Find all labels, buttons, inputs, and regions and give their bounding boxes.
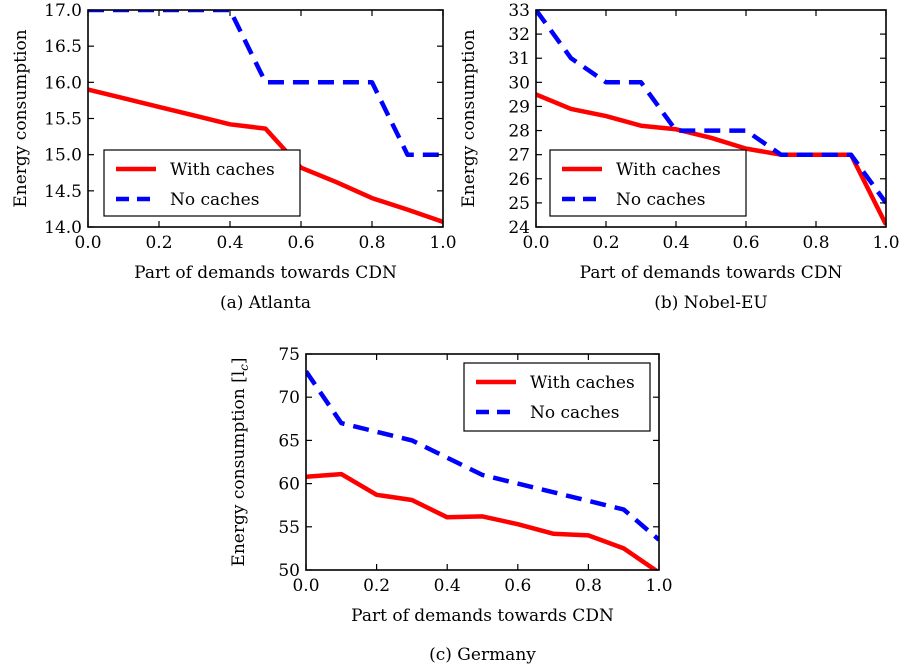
y-tick-label: 14.0	[44, 218, 82, 238]
y-axis-label: Energy consumption [lc]	[229, 357, 251, 566]
chart-caption: (b) Nobel-EU	[654, 293, 768, 313]
series-line-with-caches	[88, 87, 443, 225]
x-tick-label: 0.2	[592, 233, 619, 253]
y-tick-label: 25	[508, 194, 530, 214]
series-line-no-caches	[536, 10, 886, 205]
x-axis-label: Part of demands towards CDN	[351, 606, 614, 626]
x-tick-label: 0.6	[287, 233, 314, 253]
y-tick-label: 27	[508, 146, 530, 166]
chart-caption: (c) Germany	[429, 645, 536, 665]
legend-box	[549, 149, 747, 217]
y-tick-label: 24	[508, 218, 530, 238]
x-tick-label: 0.2	[145, 233, 172, 253]
plot-frame	[305, 353, 660, 571]
y-tick-label: 55	[278, 518, 300, 538]
chart-panel-1: 0.0 0.2 0.4 0.6 0.8 1.0 14.0 14.5 15.0 15.5 16.0 16…	[11, 1, 457, 313]
legend-label: No caches	[170, 190, 259, 210]
y-tick-label: 75	[278, 345, 300, 365]
y-tick-label: 31	[508, 49, 530, 69]
x-tick-label: 0.0	[292, 576, 319, 596]
x-axis-label: Part of demands towards CDN	[134, 263, 397, 283]
x-tick-label: 1.0	[429, 233, 456, 253]
y-tick-label: 15.0	[44, 146, 82, 166]
chart-caption: (a) Atlanta	[220, 293, 311, 313]
y-tick-label: 50	[278, 561, 300, 581]
series-line-no-caches	[306, 370, 659, 542]
y-tick-label: 65	[278, 431, 300, 451]
legend: With caches No caches	[463, 362, 651, 432]
x-tick-label: 0.4	[434, 576, 461, 596]
y-tick-label: 60	[278, 475, 300, 495]
x-axis-label: Part of demands towards CDN	[580, 263, 843, 283]
x-tick-label: 1.0	[872, 233, 899, 253]
x-tick-label: 0.8	[802, 233, 829, 253]
legend-label: With caches	[530, 373, 635, 393]
legend-label: With caches	[616, 160, 721, 180]
y-tick-label: 33	[508, 1, 530, 21]
legend-box	[463, 362, 651, 432]
legend-box	[103, 149, 301, 217]
x-tick-label: 0.2	[363, 576, 390, 596]
x-tick-label: 0.8	[575, 576, 602, 596]
y-tick-label: 28	[508, 122, 530, 142]
legend: With caches No caches	[103, 149, 301, 217]
legend-label: No caches	[530, 403, 619, 423]
y-axis-label: Energy consumption	[11, 29, 31, 207]
series-line-with-caches	[306, 471, 659, 570]
x-tick-label: 0.0	[522, 233, 549, 253]
y-tick-label: 30	[508, 73, 530, 93]
y-tick-label: 15.5	[44, 110, 82, 130]
legend-label: No caches	[616, 190, 705, 210]
x-tick-label: 0.8	[358, 233, 385, 253]
legend: With caches No caches	[549, 149, 747, 217]
x-tick-label: 0.6	[732, 233, 759, 253]
y-tick-label: 32	[508, 25, 530, 45]
legend-label: With caches	[170, 160, 275, 180]
x-tick-label: 0.4	[216, 233, 243, 253]
y-tick-label: 29	[508, 97, 530, 117]
x-tick-label: 0.6	[504, 576, 531, 596]
x-tick-label: 0.0	[74, 233, 101, 253]
y-axis-label: Energy consumption	[459, 29, 479, 207]
y-tick-label: 26	[508, 170, 530, 190]
y-tick-label: 70	[278, 388, 300, 408]
y-tick-label: 16.0	[44, 73, 82, 93]
x-tick-label: 1.0	[645, 576, 672, 596]
series-line-no-caches	[88, 10, 443, 157]
plot-frame	[535, 9, 887, 228]
y-tick-label: 16.5	[44, 37, 82, 57]
chart-panel-2: 0.0 0.2 0.4 0.6 0.8 1.0 24 25 26 27 28 29 30 31 32 33 Pa…	[459, 1, 900, 313]
y-tick-label: 17.0	[44, 1, 82, 21]
y-tick-label: 14.5	[44, 182, 82, 202]
x-tick-label: 0.4	[662, 233, 689, 253]
chart-panel-3: 0.0 0.2 0.4 0.6 0.8 1.0 50 55 60 65 70 75 Part of de…	[229, 345, 673, 665]
